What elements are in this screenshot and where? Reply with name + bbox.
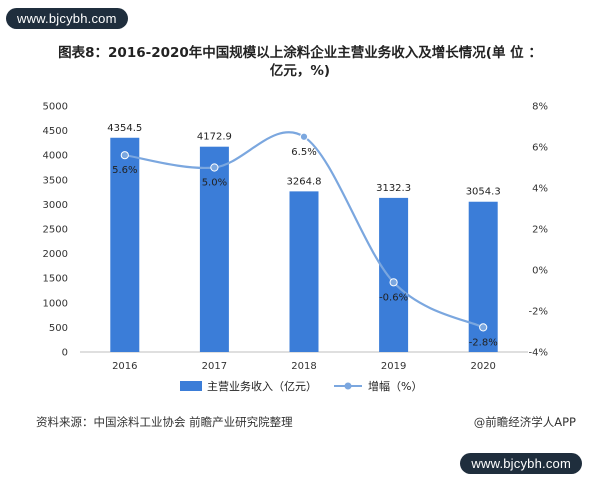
chart-axes: 0 500 1000 1500 2000 2500 3000 3500 4000 4500 5000… bbox=[43, 102, 548, 373]
y-left-tick-label: 4000 bbox=[43, 151, 68, 162]
line-value-label: 5.6% bbox=[112, 165, 137, 176]
y-left-tick-label: 1500 bbox=[43, 274, 68, 285]
chart-title-line-1: 图表8：2016-2020年中国规模以上涂料企业主营业务收入及增长情况(单 位 … bbox=[58, 45, 542, 61]
line-point bbox=[120, 151, 129, 160]
line-point bbox=[299, 132, 309, 141]
bar bbox=[199, 146, 229, 352]
y-right-tick-label: -2% bbox=[529, 307, 548, 318]
y-left-tick-label: 3000 bbox=[43, 200, 68, 211]
y-right-tick-label: 2% bbox=[532, 225, 548, 236]
y-right-tick-label: 0% bbox=[532, 266, 548, 277]
y-right-tick-label: 6% bbox=[532, 143, 548, 154]
line-point bbox=[479, 323, 488, 332]
line-point bbox=[389, 278, 398, 287]
bar-value-label: 4354.5 bbox=[107, 123, 142, 134]
bar bbox=[289, 191, 319, 352]
y-left-tick-label: 3500 bbox=[43, 175, 68, 186]
y-left-tick-label: 5000 bbox=[43, 102, 68, 113]
line-value-label: -0.6% bbox=[379, 292, 408, 303]
y-left-tick-label: 0 bbox=[62, 348, 68, 359]
bar-value-label: 4172.9 bbox=[197, 132, 232, 143]
y-left-tick-label: 4500 bbox=[43, 126, 68, 137]
watermark-top: www.bjcybh.com bbox=[6, 8, 128, 29]
line-point bbox=[210, 163, 219, 172]
y-right-tick-label: 4% bbox=[532, 184, 548, 195]
bar bbox=[379, 197, 409, 352]
line-value-label: 5.0% bbox=[202, 178, 227, 189]
x-tick-label: 2016 bbox=[112, 361, 137, 372]
y-left-tick-label: 1000 bbox=[43, 298, 68, 309]
y-left-tick-label: 2500 bbox=[43, 225, 68, 236]
source-note: 资料来源：中国涂料工业协会 前瞻产业研究院整理 bbox=[36, 415, 293, 429]
x-tick-label: 2018 bbox=[291, 361, 316, 372]
y-right-tick-label: -4% bbox=[529, 348, 548, 359]
line-series bbox=[120, 131, 488, 332]
y-right-tick-label: 8% bbox=[532, 102, 548, 113]
watermark-bottom: www.bjcybh.com bbox=[460, 453, 582, 474]
bar-value-label: 3054.3 bbox=[466, 187, 501, 198]
growth-line bbox=[124, 131, 484, 329]
bar-series bbox=[110, 137, 498, 352]
y-left-tick-label: 500 bbox=[49, 323, 68, 334]
chart-title-line-2: 亿元，%) bbox=[269, 63, 331, 79]
legend-line-label: 增幅（%） bbox=[368, 379, 422, 393]
legend-bar-swatch bbox=[180, 381, 202, 391]
chart-title: 图表8：2016-2020年中国规模以上涂料企业主营业务收入及增长情况(单 位 … bbox=[0, 44, 600, 80]
line-value-label: -2.8% bbox=[469, 337, 498, 348]
x-tick-label: 2020 bbox=[470, 361, 495, 372]
legend: 主营业务收入（亿元） 增幅（%） bbox=[180, 379, 422, 393]
x-tick-label: 2017 bbox=[202, 361, 227, 372]
x-tick-label: 2019 bbox=[381, 361, 406, 372]
legend-line-marker bbox=[344, 382, 352, 390]
bar-value-label: 3264.8 bbox=[287, 176, 322, 187]
credit-note: @前瞻经济学人APP bbox=[473, 415, 576, 429]
legend-bar-label: 主营业务收入（亿元） bbox=[207, 379, 317, 393]
bar bbox=[110, 137, 140, 352]
y-left-tick-label: 2000 bbox=[43, 249, 68, 260]
line-value-label: 6.5% bbox=[291, 147, 316, 158]
bar-value-label: 3132.3 bbox=[376, 183, 411, 194]
data-labels: 4354.5 4172.9 3264.8 3132.3 3054.3 5.6% 5.0% 6.… bbox=[107, 123, 500, 349]
